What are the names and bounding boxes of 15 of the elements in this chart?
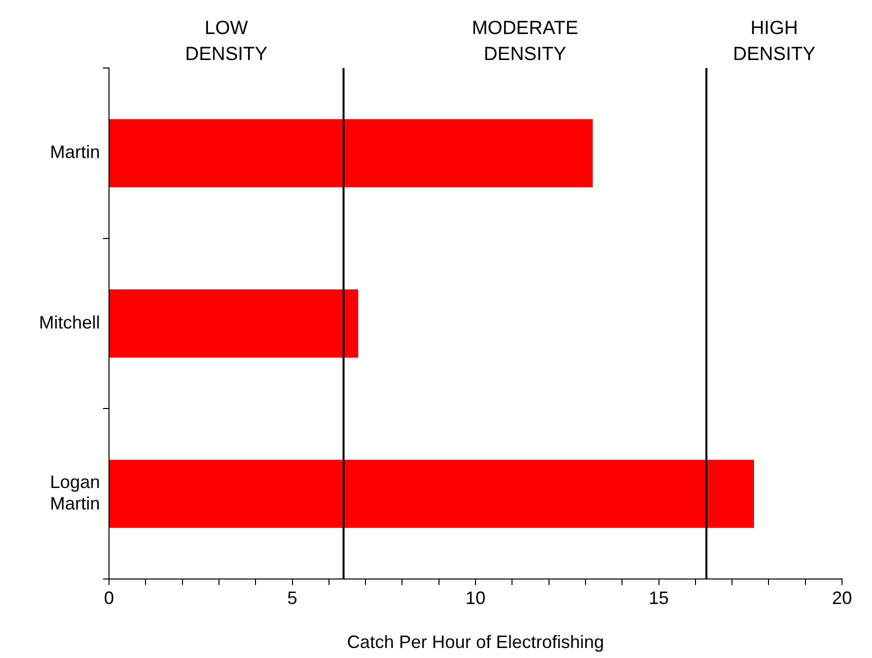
text: MODERATE DENSITY bbox=[472, 18, 578, 65]
y-tick-label: Martin bbox=[50, 142, 100, 162]
text: LOW DENSITY bbox=[185, 18, 268, 65]
y-tick-label: Logan Martin bbox=[50, 472, 100, 514]
x-tick-label: 0 bbox=[104, 588, 114, 608]
x-axis-title: Catch Per Hour of Electrofishing bbox=[346, 632, 604, 652]
text: HIGH DENSITY bbox=[733, 18, 816, 65]
x-tick-label: 15 bbox=[648, 588, 669, 608]
bar bbox=[110, 460, 754, 528]
x-tick-label: 10 bbox=[465, 588, 486, 608]
y-tick-label: Mitchell bbox=[38, 312, 100, 332]
bar bbox=[110, 289, 358, 358]
x-tick-label: 20 bbox=[832, 588, 852, 608]
x-tick-label: 5 bbox=[287, 588, 298, 608]
bar bbox=[110, 119, 593, 188]
